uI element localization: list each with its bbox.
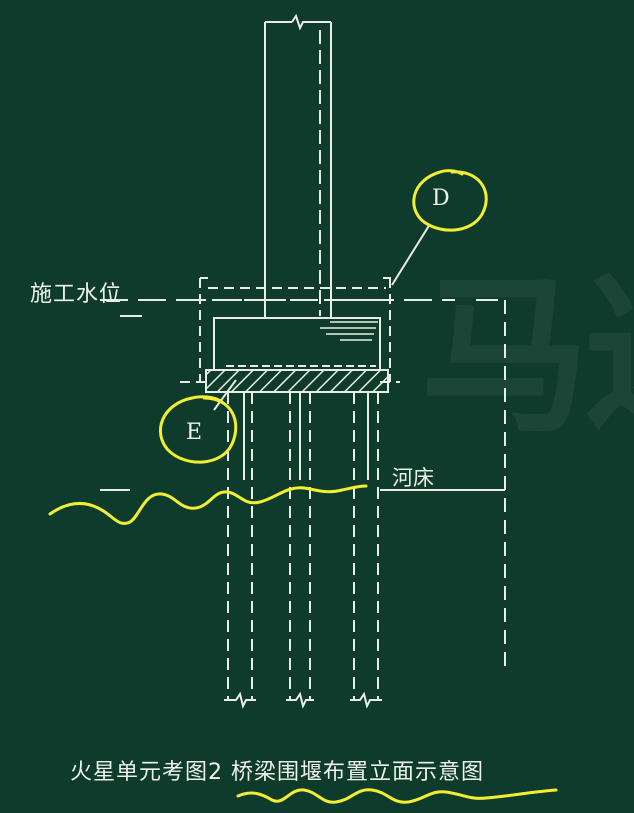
pile-break-marks <box>224 691 382 709</box>
pier-shading <box>320 321 378 341</box>
piles <box>227 392 379 700</box>
pile-cap <box>213 317 381 371</box>
watermark: 马达 <box>420 258 634 456</box>
bottom-seal-concrete <box>205 369 389 393</box>
highlight-circle-d <box>412 169 488 232</box>
leader-d <box>391 223 431 286</box>
caption-underline <box>236 788 558 804</box>
bridge-pier-column <box>264 13 332 318</box>
riverbed-squiggle <box>48 484 368 525</box>
figure-caption: 火星单元考图2 桥梁围堰布置立面示意图 <box>70 760 484 785</box>
riverbed-label: 河床 <box>392 466 434 490</box>
marker-d-label: D <box>432 186 450 211</box>
marker-e-label: E <box>186 420 203 445</box>
highlight-circle-e <box>158 395 238 464</box>
leader-e <box>213 379 237 411</box>
water-level-label: 施工水位 <box>30 282 123 307</box>
